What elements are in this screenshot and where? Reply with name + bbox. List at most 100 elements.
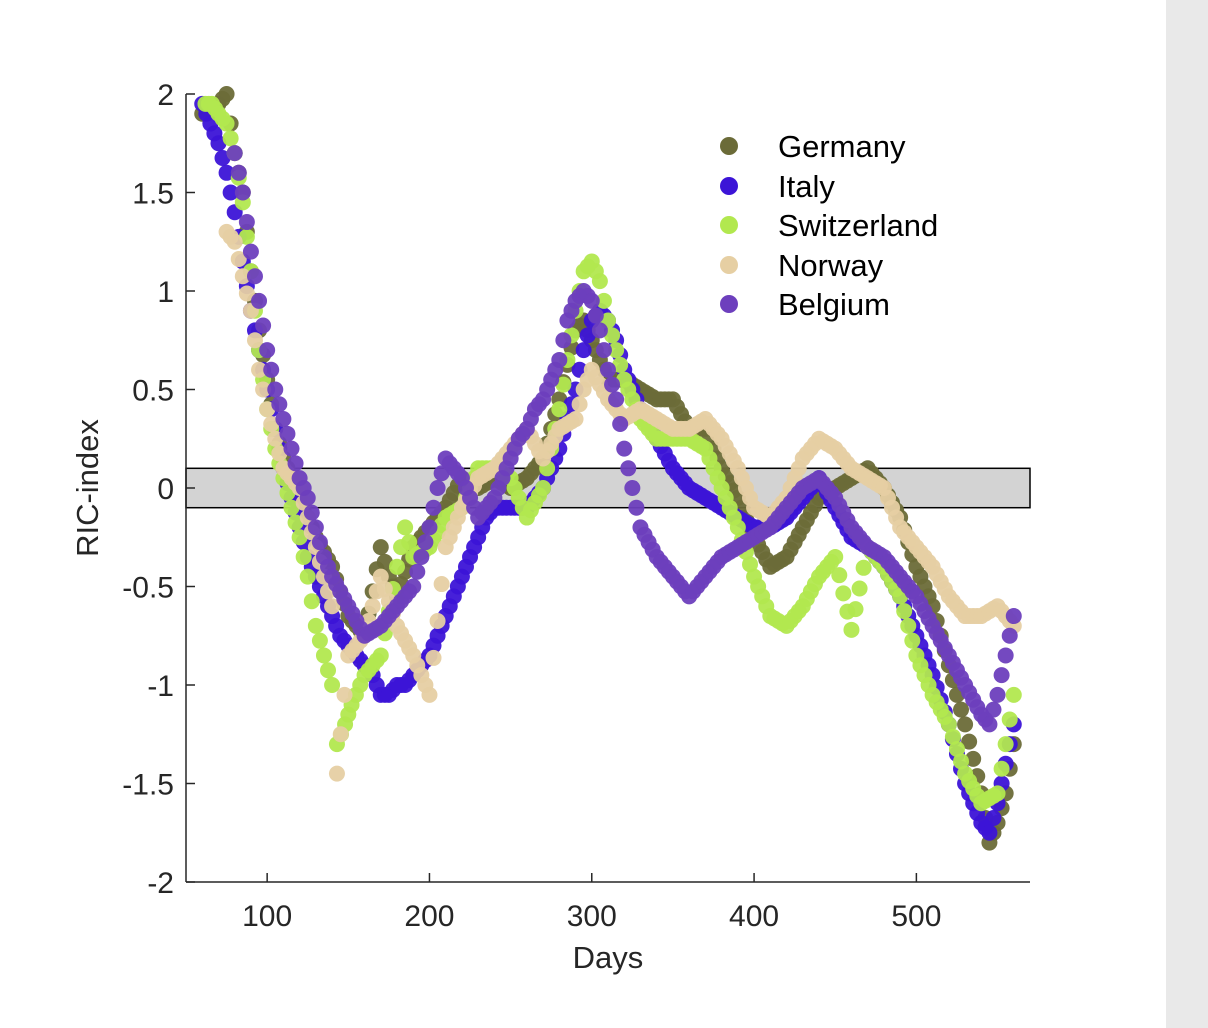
- data-point: [729, 519, 746, 536]
- data-point-interp: [230, 250, 247, 267]
- data-point-interp: [944, 728, 961, 745]
- legend-marker-switzerland: [720, 216, 738, 234]
- data-point-interp: [953, 701, 970, 718]
- data-points-layer: [194, 86, 1022, 851]
- data-point-interp: [847, 601, 864, 618]
- data-point-interp: [303, 504, 320, 521]
- data-point: [242, 243, 259, 260]
- data-point: [210, 135, 227, 152]
- y-axis-title: RIC-index: [70, 419, 105, 557]
- data-point-interp: [579, 327, 596, 344]
- y-tick-label: 0.5: [132, 375, 174, 408]
- x-axis-title: Days: [573, 940, 644, 975]
- data-point-interp: [900, 617, 917, 634]
- data-point-interp: [263, 361, 280, 378]
- data-point-interp: [263, 415, 280, 432]
- axes-layer: [185, 93, 1030, 883]
- data-point: [275, 411, 292, 428]
- data-point-interp: [620, 460, 637, 477]
- data-point-interp: [953, 753, 970, 770]
- data-point-interp: [855, 559, 872, 576]
- data-point: [218, 164, 235, 181]
- legend-label-norway: Norway: [778, 248, 884, 283]
- data-point-interp: [246, 268, 263, 285]
- data-point-interp: [425, 499, 442, 516]
- data-point-interp: [433, 576, 450, 593]
- data-point-interp: [425, 649, 442, 666]
- legend-marker-belgium: [720, 295, 738, 313]
- data-point-interp: [336, 686, 353, 703]
- data-point-interp: [896, 603, 913, 620]
- data-point: [226, 233, 243, 250]
- data-point: [324, 677, 341, 693]
- data-point-interp: [230, 164, 247, 181]
- data-point-interp: [851, 580, 868, 597]
- legend: Germany Italy Switzerland Norway Belgium: [720, 129, 938, 322]
- data-point: [421, 686, 438, 703]
- data-point-interp: [238, 214, 255, 231]
- legend-marker-norway: [720, 256, 738, 274]
- data-point: [575, 342, 592, 359]
- data-point: [827, 548, 844, 565]
- x-tick-label: 300: [567, 900, 617, 933]
- data-point-interp: [311, 632, 328, 649]
- data-point-interp: [417, 534, 434, 551]
- data-point: [372, 568, 389, 585]
- data-point-interp: [608, 342, 625, 359]
- data-point: [234, 184, 251, 201]
- data-point: [429, 480, 446, 496]
- data-point-interp: [222, 130, 239, 147]
- data-point-interp: [429, 612, 446, 629]
- data-point: [267, 381, 284, 398]
- data-point: [535, 480, 552, 496]
- data-point-interp: [628, 499, 645, 516]
- data-point-interp: [612, 415, 629, 432]
- legend-label-belgium: Belgium: [778, 287, 890, 322]
- data-point-interp: [246, 332, 263, 349]
- data-point-interp: [376, 553, 393, 570]
- data-point: [981, 824, 998, 841]
- legend-label-germany: Germany: [778, 129, 906, 164]
- data-point: [989, 686, 1006, 703]
- data-point: [283, 440, 300, 457]
- data-point: [299, 489, 316, 506]
- data-point-interp: [238, 285, 255, 302]
- data-point-interp: [255, 381, 272, 398]
- data-point: [591, 273, 608, 290]
- data-point-interp: [271, 445, 288, 462]
- data-point-interp: [1001, 711, 1018, 728]
- data-point: [591, 322, 608, 339]
- y-tick-label: -1: [147, 670, 174, 703]
- data-point: [397, 519, 414, 536]
- figure-panel: [0, 0, 1166, 1028]
- data-point-interp: [409, 563, 426, 580]
- data-point: [940, 716, 957, 733]
- data-point-interp: [555, 332, 572, 349]
- data-point-interp: [993, 667, 1010, 684]
- y-tick-label: 1: [157, 276, 174, 309]
- legend-marker-germany: [720, 137, 738, 155]
- data-point: [328, 765, 345, 782]
- data-point: [259, 401, 276, 418]
- data-point: [324, 598, 341, 615]
- x-tick-label: 100: [242, 900, 292, 933]
- data-point: [218, 115, 235, 132]
- data-point-interp: [413, 548, 430, 565]
- data-point: [989, 785, 1006, 802]
- data-point: [981, 716, 998, 733]
- series-belgium: [226, 145, 1022, 733]
- data-point-interp: [238, 228, 255, 245]
- series-switzerland: [197, 95, 1022, 812]
- data-point-interp: [587, 307, 604, 324]
- data-point-interp: [948, 741, 965, 758]
- data-point-interp: [1001, 627, 1018, 644]
- data-point-interp: [595, 292, 612, 309]
- data-point: [389, 558, 405, 575]
- data-point-interp: [234, 268, 251, 285]
- data-point-interp: [612, 356, 629, 373]
- data-point-interp: [961, 733, 978, 750]
- data-point: [315, 647, 332, 664]
- data-point-interp: [401, 534, 418, 551]
- data-point-interp: [279, 425, 296, 442]
